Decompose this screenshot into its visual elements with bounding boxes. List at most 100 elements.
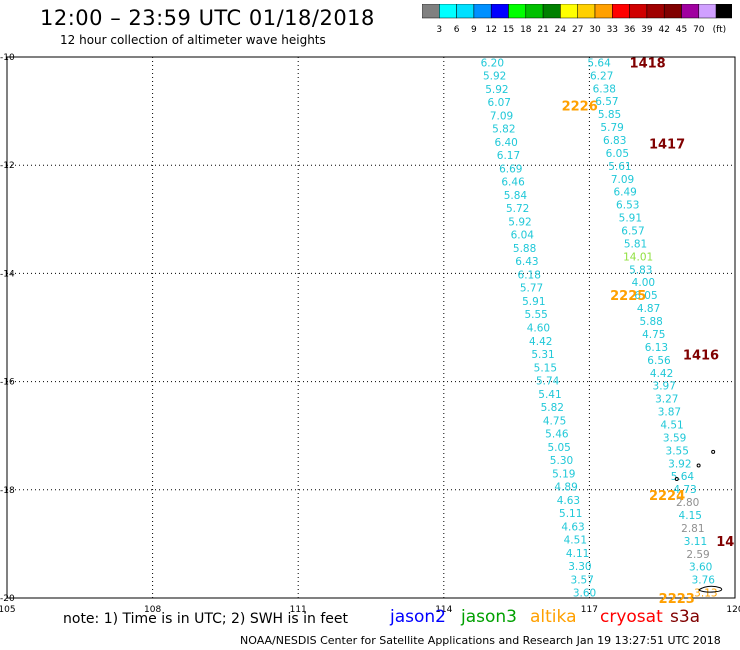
- legend-unit: (ft): [713, 25, 727, 35]
- wave-height-value: 7.09: [490, 110, 513, 122]
- legend-swatch: [715, 4, 732, 19]
- page-title: 12:00 – 23:59 UTC 01/18/2018: [40, 6, 375, 30]
- wave-height-value: 6.07: [488, 97, 511, 109]
- wave-height-value: 5.83: [629, 264, 652, 276]
- wave-height-value: 3.55: [666, 445, 689, 457]
- wave-height-value: 2.80: [676, 497, 699, 509]
- legend-label: 36: [624, 25, 636, 35]
- satellite-legend-jason2: jason2: [390, 607, 446, 627]
- wave-height-value: 6.83: [603, 135, 626, 147]
- wave-height-value: 4.75: [642, 329, 665, 341]
- wave-height-value: 6.56: [647, 355, 671, 367]
- wave-height-value: 2.59: [686, 549, 709, 561]
- wave-height-value: 6.04: [511, 230, 535, 242]
- satellite-legend-s3a: s3a: [670, 607, 701, 627]
- wave-height-value: 4.51: [660, 419, 683, 431]
- wave-height-value: 5.64: [587, 57, 611, 69]
- lon-tick-label: 120: [726, 605, 740, 615]
- wave-height-value: 6.05: [634, 290, 657, 302]
- wave-height-value: 3.87: [658, 407, 681, 419]
- wave-height-value: 2.81: [681, 523, 704, 535]
- wave-height-value: 4.63: [561, 521, 584, 533]
- wave-height-value: 14.01: [623, 251, 653, 263]
- lat-tick-label: -14: [0, 269, 15, 279]
- legend-label: 18: [520, 25, 532, 35]
- legend-label: 24: [555, 25, 567, 35]
- units-note: note: 1) Time is in UTC; 2) SWH is in fe…: [63, 611, 349, 627]
- pass-label: 2226: [562, 100, 598, 115]
- page-subtitle: 12 hour collection of altimeter wave hei…: [60, 33, 326, 47]
- satellite-legend-cryosat: cryosat: [600, 607, 663, 627]
- map-frame: [6, 56, 736, 599]
- wave-height-value: 6.18: [518, 269, 541, 281]
- wave-height-value: 4.87: [637, 303, 660, 315]
- wave-height-value: 5.11: [559, 508, 582, 520]
- legend-label: 12: [485, 25, 496, 35]
- wave-height-value: 5.19: [552, 468, 575, 480]
- pass-label: 2223: [659, 592, 695, 607]
- wave-height-value: 4.11: [566, 548, 589, 560]
- wave-height-value: 4.42: [529, 336, 552, 348]
- wave-height-value: 3.13: [694, 588, 717, 600]
- footer-credit: NOAA/NESDIS Center for Satellite Applica…: [240, 634, 721, 647]
- wave-height-value: 3.57: [571, 574, 594, 586]
- lon-tick-label: 108: [144, 605, 161, 615]
- wave-height-value: 3.60: [689, 562, 712, 574]
- wave-height-value: 5.88: [639, 316, 662, 328]
- wave-height-value: 5.79: [600, 122, 623, 134]
- wave-height-value: 5.91: [619, 213, 642, 225]
- wave-height-value: 5.92: [483, 71, 506, 83]
- wave-height-value: 5.41: [538, 389, 561, 401]
- lat-tick-label: -16: [0, 378, 15, 388]
- wave-height-value: 6.20: [481, 57, 504, 69]
- wave-height-value: 5.61: [608, 161, 631, 173]
- wave-height-value: 6.57: [595, 96, 618, 108]
- wave-height-value: 3.59: [663, 432, 686, 444]
- wave-height-value: 6.69: [499, 163, 522, 175]
- island-outline: [674, 476, 679, 481]
- wave-height-value: 3.92: [668, 458, 691, 470]
- wave-height-value: 6.13: [645, 342, 668, 354]
- legend-label: 45: [676, 25, 687, 35]
- legend-label: 33: [607, 25, 618, 35]
- wave-height-value: 5.77: [520, 283, 543, 295]
- wave-height-value: 3.60: [573, 588, 596, 600]
- wave-height-value: 3.76: [692, 575, 716, 587]
- wave-height-value: 5.05: [547, 442, 570, 454]
- legend-label: 70: [693, 25, 705, 35]
- wave-height-value: 4.63: [557, 495, 580, 507]
- wave-height-value: 3.30: [568, 561, 591, 573]
- pass-label: 14: [716, 535, 734, 550]
- wave-height-value: 7.09: [611, 174, 634, 186]
- pass-label: 2224: [649, 489, 685, 504]
- wave-height-value: 6.40: [494, 137, 517, 149]
- satellite-legend-jason3: jason3: [461, 607, 517, 627]
- legend-label: 3: [436, 25, 442, 35]
- lon-tick-label: 114: [435, 605, 452, 615]
- wave-height-value: 6.05: [606, 148, 629, 160]
- lon-tick-label: 117: [581, 605, 598, 615]
- wave-height-value: 5.46: [545, 429, 569, 441]
- wave-height-value: 3.27: [655, 394, 678, 406]
- wave-height-value: 4.75: [543, 415, 566, 427]
- wave-height-value: 4.42: [650, 368, 673, 380]
- wave-height-value: 5.15: [534, 362, 557, 374]
- wave-height-value: 6.27: [590, 70, 613, 82]
- coastline-outline: [698, 585, 723, 593]
- pass-label: 1417: [649, 138, 685, 153]
- legend-label: 42: [658, 25, 669, 35]
- wave-height-value: 4.00: [632, 277, 655, 289]
- lat-tick-label: -18: [0, 486, 15, 496]
- wave-height-value: 4.60: [527, 323, 550, 335]
- wave-height-value: 5.31: [531, 349, 554, 361]
- wave-height-value: 5.72: [506, 203, 529, 215]
- wave-height-value: 5.84: [504, 190, 528, 202]
- wave-height-value: 5.88: [513, 243, 536, 255]
- wave-height-value: 5.55: [524, 309, 547, 321]
- wave-height-value: 5.91: [522, 296, 545, 308]
- pass-label: 1418: [630, 56, 666, 71]
- wave-height-value: 6.17: [497, 150, 520, 162]
- lon-tick-label: 111: [290, 605, 307, 615]
- lon-tick-label: 105: [0, 605, 16, 615]
